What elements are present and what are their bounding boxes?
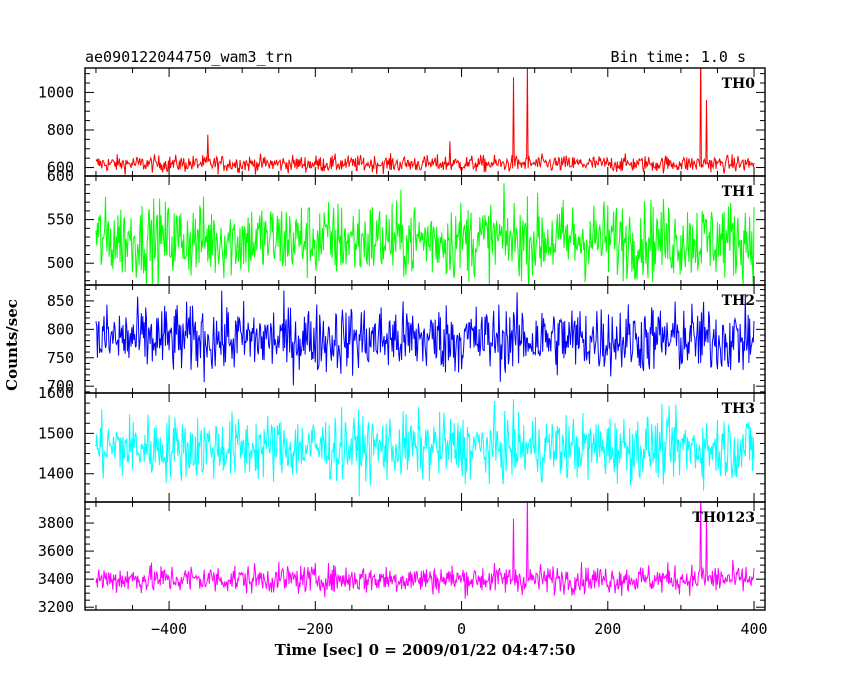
series-line-th1 bbox=[95, 183, 755, 285]
panels-group: 600 800 1000 TH0 500 550 600 TH1 700 750 800 850 TH2… bbox=[38, 67, 766, 616]
y-tick-label: 700 bbox=[47, 377, 74, 395]
panel-name-label: TH1 bbox=[722, 184, 755, 200]
y-tick-label: 1500 bbox=[38, 424, 74, 442]
y-tick-label: 1400 bbox=[38, 465, 74, 483]
panel-name-label: TH0123 bbox=[692, 510, 755, 526]
series-line-th0123 bbox=[95, 502, 755, 599]
y-tick-label: 1000 bbox=[38, 83, 74, 101]
y-tick-label: 3800 bbox=[38, 514, 74, 532]
y-tick-label: 3600 bbox=[38, 542, 74, 560]
panel-th3: 1400 1500 1600 TH3 bbox=[38, 384, 766, 503]
y-tick-label: 600 bbox=[47, 159, 74, 177]
x-axis: −400 −200 0 200 400 bbox=[151, 620, 768, 638]
x-tick-label: −200 bbox=[297, 620, 333, 638]
series-line-th0 bbox=[95, 68, 755, 175]
panel-name-label: TH0 bbox=[722, 76, 756, 92]
x-tick-label: 0 bbox=[457, 620, 466, 638]
chart-title: ae090122044750_wam3_trn bbox=[85, 48, 293, 66]
panel-name-label: TH3 bbox=[722, 401, 755, 417]
y-tick-label: 500 bbox=[47, 254, 74, 272]
x-tick-label: 400 bbox=[740, 620, 767, 638]
y-tick-label: 600 bbox=[47, 167, 74, 185]
y-tick-label: 3400 bbox=[38, 570, 74, 588]
y-tick-label: 3200 bbox=[38, 598, 74, 616]
bin-time-label: Bin time: 1.0 s bbox=[611, 48, 746, 66]
panel-th0123: 3200 3400 3600 3800 TH0123 bbox=[38, 501, 766, 616]
y-tick-label: 850 bbox=[47, 292, 74, 310]
y-tick-label: 800 bbox=[47, 121, 74, 139]
y-tick-label: 1600 bbox=[38, 384, 74, 402]
series-line-th2 bbox=[95, 290, 755, 386]
x-tick-label: −400 bbox=[151, 620, 187, 638]
panel-th2: 700 750 800 850 TH2 bbox=[47, 284, 766, 395]
panel-th1: 500 550 600 TH1 bbox=[47, 167, 766, 286]
x-tick-label: 200 bbox=[594, 620, 621, 638]
x-axis-label: Time [sec] 0 = 2009/01/22 04:47:50 bbox=[275, 641, 576, 659]
y-tick-label: 800 bbox=[47, 320, 74, 338]
series-line-th3 bbox=[95, 399, 755, 497]
panel-frame bbox=[84, 501, 766, 611]
y-axis-label: Counts/sec bbox=[3, 299, 21, 391]
panel-name-label: TH2 bbox=[722, 293, 755, 309]
y-tick-label: 750 bbox=[47, 349, 74, 367]
y-tick-label: 550 bbox=[47, 211, 74, 229]
